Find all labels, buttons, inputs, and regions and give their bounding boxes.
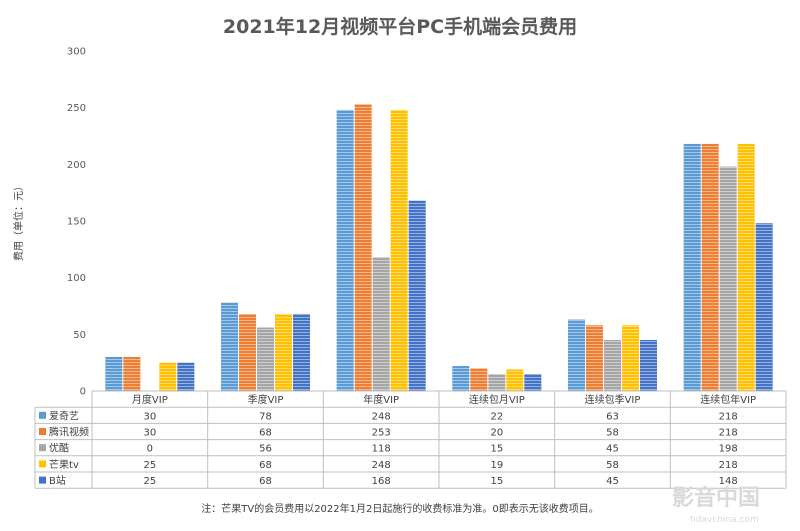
bar-stripe bbox=[452, 366, 470, 391]
bar-stripe bbox=[221, 302, 238, 391]
chart-title: 2021年12月视频平台PC手机端会员费用 bbox=[223, 15, 577, 38]
bar-stripe bbox=[354, 104, 372, 392]
legend-swatch bbox=[39, 428, 46, 435]
data-label: 218 bbox=[719, 428, 738, 439]
bar-stripe bbox=[275, 313, 292, 391]
data-label: 68 bbox=[259, 476, 272, 487]
x-tick-label: 连续包年VIP bbox=[700, 393, 756, 406]
data-label: 0 bbox=[147, 444, 153, 455]
data-label: 198 bbox=[719, 444, 738, 455]
bar-stripe bbox=[293, 313, 310, 391]
data-label: 253 bbox=[372, 428, 391, 439]
data-label: 25 bbox=[143, 476, 156, 487]
bar-stripe bbox=[683, 143, 701, 391]
legend-swatch bbox=[39, 460, 46, 468]
data-label: 58 bbox=[606, 460, 619, 471]
bar-stripe bbox=[640, 340, 657, 391]
bar-stripe bbox=[701, 143, 719, 391]
watermark-text: 影音中国 bbox=[672, 485, 760, 511]
x-tick-label: 月度VIP bbox=[132, 393, 168, 406]
data-label: 58 bbox=[606, 428, 619, 439]
bar-stripe bbox=[105, 357, 123, 391]
bar-stripe bbox=[390, 109, 408, 391]
legend-label: 爱奇艺 bbox=[49, 409, 79, 422]
legend-swatch bbox=[39, 444, 46, 452]
footnote: 注：芒果TV的会员费用以2022年1月2日起施行的收费标准为准。0即表示无该收费… bbox=[201, 502, 599, 515]
legend-label: 优酷 bbox=[49, 442, 69, 455]
y-tick-label: 300 bbox=[67, 47, 86, 58]
y-tick-label: 0 bbox=[80, 387, 86, 398]
data-label: 118 bbox=[372, 444, 391, 455]
data-label: 25 bbox=[143, 460, 156, 471]
data-label: 248 bbox=[372, 460, 391, 471]
bar-stripe bbox=[604, 340, 621, 391]
bar-stripe bbox=[470, 368, 488, 391]
bar-stripe bbox=[719, 166, 737, 391]
data-label: 45 bbox=[606, 444, 619, 455]
data-label: 45 bbox=[606, 476, 619, 487]
bar-stripe bbox=[336, 109, 354, 391]
legend-swatch bbox=[39, 476, 46, 484]
bar-stripe bbox=[568, 319, 585, 391]
data-label: 248 bbox=[372, 411, 391, 422]
y-tick-label: 100 bbox=[67, 273, 86, 284]
data-label: 30 bbox=[143, 428, 156, 439]
data-label: 218 bbox=[719, 460, 738, 471]
x-tick-label: 连续包季VIP bbox=[585, 393, 641, 406]
data-label: 78 bbox=[259, 411, 272, 422]
data-label: 22 bbox=[490, 411, 503, 422]
data-label: 168 bbox=[372, 476, 391, 487]
y-tick-label: 50 bbox=[73, 330, 86, 341]
bar-stripe bbox=[239, 313, 256, 391]
bar-stripe bbox=[177, 362, 195, 391]
bar-stripe bbox=[488, 374, 506, 391]
watermark-subtext: hdavchina.com bbox=[690, 515, 759, 525]
bars bbox=[105, 104, 773, 392]
y-axis: 0 50 100 150 200 250 300 bbox=[67, 47, 786, 398]
bar-stripe bbox=[524, 374, 542, 391]
data-label: 63 bbox=[606, 411, 619, 422]
bar-stripe bbox=[755, 223, 773, 391]
watermark: 影音中国 hdavchina.com bbox=[672, 485, 760, 525]
x-tick-label: 季度VIP bbox=[248, 393, 284, 406]
bar-stripe bbox=[506, 369, 524, 391]
data-table: 月度VIP 季度VIP 年度VIP 连续包月VIP 连续包季VIP 连续包年VIP 爱奇艺 3… bbox=[34, 390, 787, 489]
data-label: 15 bbox=[490, 476, 503, 487]
bar-stripe bbox=[737, 143, 755, 391]
legend-label: 芒果tv bbox=[49, 458, 79, 471]
legend-label: 腾讯视频 bbox=[49, 426, 89, 439]
data-label: 30 bbox=[143, 411, 156, 422]
legend-label: B站 bbox=[49, 474, 66, 487]
bar-stripe bbox=[372, 257, 390, 391]
y-tick-label: 250 bbox=[67, 103, 86, 114]
y-tick-label: 150 bbox=[67, 217, 86, 228]
data-label: 148 bbox=[719, 476, 738, 487]
bar-stripe bbox=[622, 325, 639, 391]
legend-swatch bbox=[39, 411, 46, 419]
data-label: 19 bbox=[490, 460, 503, 471]
data-label: 20 bbox=[490, 428, 503, 439]
y-axis-label: 费用（单位：元） bbox=[12, 181, 25, 261]
bar-stripe bbox=[257, 327, 274, 391]
data-label: 15 bbox=[490, 444, 503, 455]
bar-stripe bbox=[408, 200, 426, 391]
y-tick-label: 200 bbox=[67, 160, 86, 171]
bar-stripe bbox=[123, 357, 141, 391]
data-label: 218 bbox=[719, 411, 738, 422]
bar-stripe bbox=[159, 362, 177, 391]
bar-stripe bbox=[586, 325, 603, 391]
x-tick-label: 年度VIP bbox=[363, 393, 399, 406]
data-label: 68 bbox=[259, 460, 272, 471]
data-label: 56 bbox=[259, 444, 272, 455]
x-tick-label: 连续包月VIP bbox=[469, 393, 525, 406]
data-label: 68 bbox=[259, 428, 272, 439]
